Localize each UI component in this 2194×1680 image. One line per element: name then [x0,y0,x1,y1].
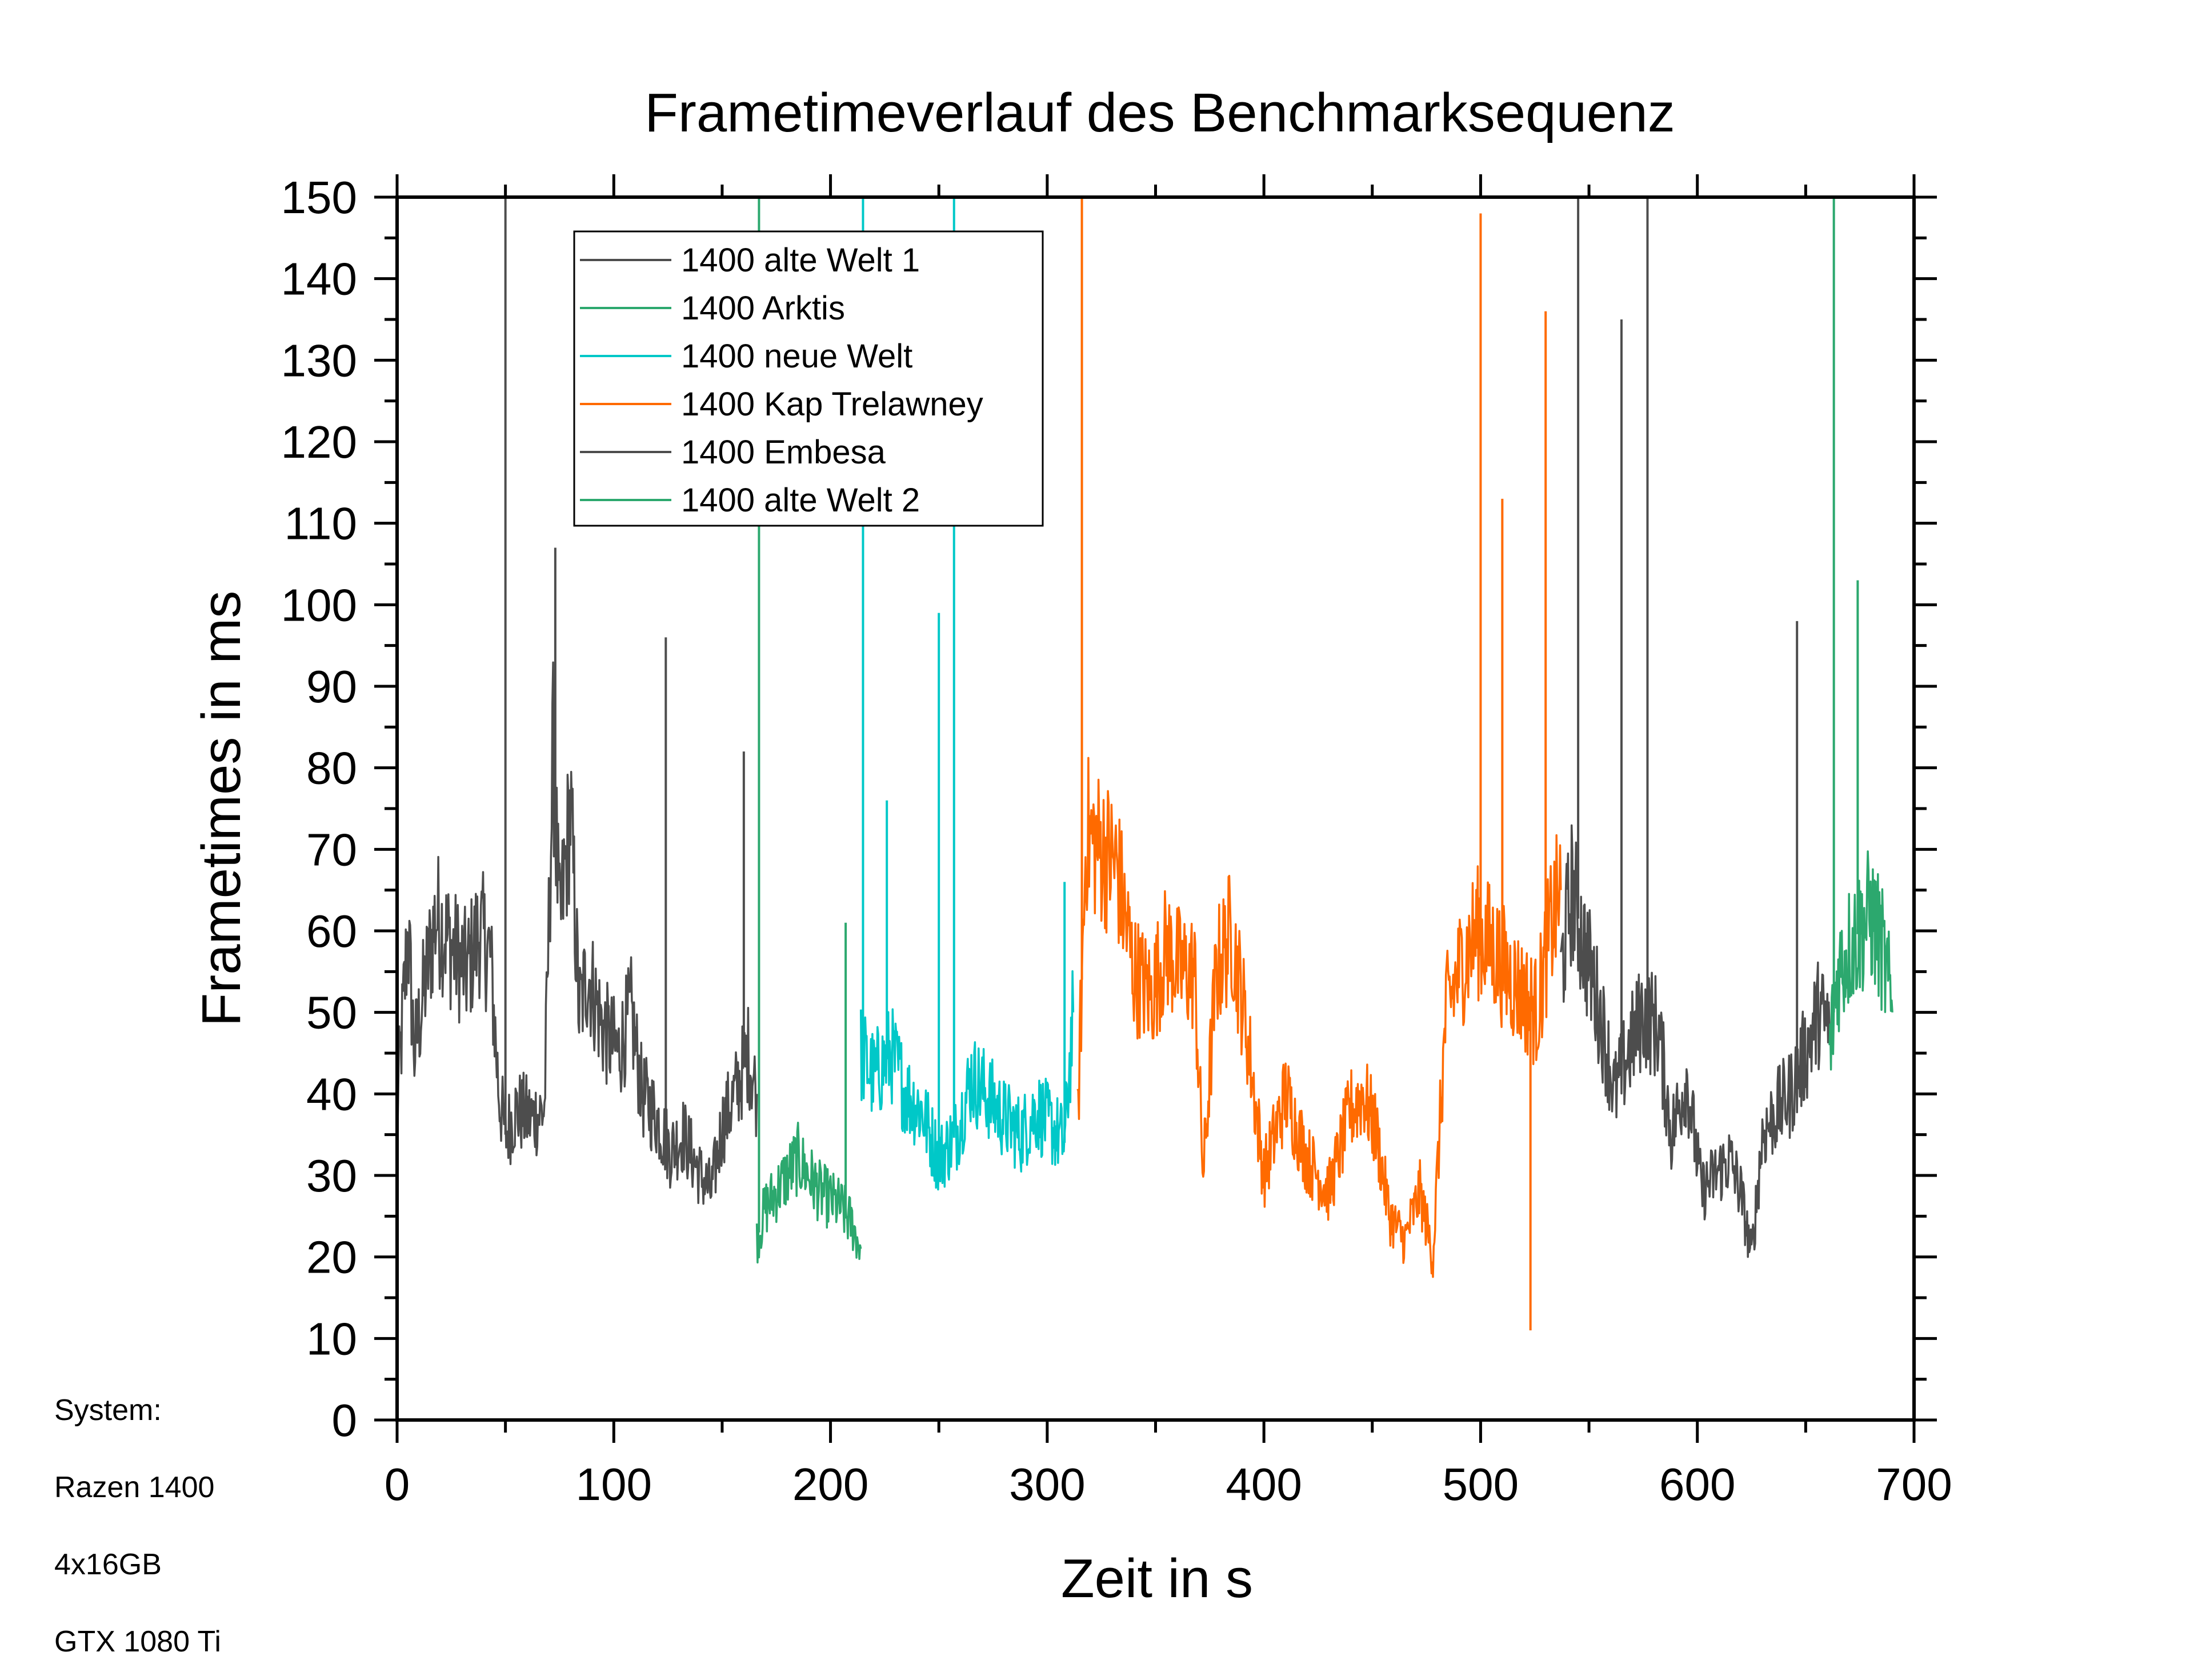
system-label: System: [54,1394,162,1427]
y-tick-label: 110 [284,498,357,549]
legend-box [573,230,1044,527]
system-gpu: GTX 1080 Ti [54,1625,221,1658]
legend-label: 1400 Embesa [681,434,886,471]
legend-item: 1400 Arktis [580,290,845,327]
y-tick-label: 130 [281,335,357,386]
legend-label: 1400 alte Welt 2 [681,482,920,519]
y-tick-label: 0 [332,1395,358,1446]
y-tick-label: 30 [306,1150,357,1201]
legend-label: 1400 Kap Trelawney [681,386,983,423]
y-tick-label: 90 [306,661,357,712]
y-tick-label: 120 [281,417,357,467]
y-tick-label: 50 [306,987,357,1038]
y-tick-label: 70 [306,824,357,875]
series-1 [396,197,758,1205]
series-6 [1828,197,1893,1071]
x-tick-label: 500 [1443,1459,1519,1510]
y-tick-label: 20 [306,1232,357,1283]
legend-label: 1400 Arktis [681,290,845,327]
legend-item: 1400 Embesa [580,434,886,471]
y-tick-label: 100 [281,579,357,630]
x-axis-label: Zeit in s [1061,1548,1253,1609]
y-tick-label: 40 [306,1069,357,1119]
y-tick-label: 80 [306,743,357,794]
x-tick-label: 100 [576,1459,652,1510]
legend-item: 1400 alte Welt 1 [580,242,920,279]
legend-item: 1400 Kap Trelawney [580,386,983,423]
y-tick-label: 10 [306,1313,357,1364]
chart-title: Frametimeverlauf des Benchmarksequenz [644,82,1675,143]
series-line [396,661,758,1205]
axes-ticks: 0 100 200 300 400 500 600 700 0 10 20 30 40 50 60 70 80 9… [281,172,1952,1510]
y-axis-label: Frametimes in ms [191,591,252,1027]
series-line [859,970,1075,1191]
legend-label: 1400 neue Welt [681,338,912,375]
system-info: System: Razen 1400 4x16GB GTX 1080 Ti [54,1394,221,1658]
y-tick-label: 60 [306,906,357,957]
x-tick-label: 700 [1876,1459,1952,1510]
legend: 1400 alte Welt 1 1400 Arktis 1400 neue Wel… [573,230,1044,527]
series-line [1076,757,1562,1278]
x-tick-label: 400 [1226,1459,1302,1510]
series-5 [1560,197,1831,1258]
series-line [1560,824,1831,1258]
x-tick-label: 0 [385,1459,410,1510]
x-tick-label: 200 [792,1459,868,1510]
x-tick-label: 600 [1659,1459,1735,1510]
plot-series [396,197,1893,1331]
y-tick-label: 140 [281,254,357,305]
series-line [1828,850,1893,1071]
y-tick-label: 150 [281,172,357,223]
series-4 [1076,197,1562,1331]
system-ram: 4x16GB [54,1548,162,1581]
legend-item: 1400 neue Welt [580,338,912,375]
legend-label: 1400 alte Welt 1 [681,242,920,279]
series-line [755,1122,862,1264]
x-tick-label: 300 [1009,1459,1085,1510]
system-cpu: Razen 1400 [54,1471,214,1504]
legend-item: 1400 alte Welt 2 [580,482,920,519]
